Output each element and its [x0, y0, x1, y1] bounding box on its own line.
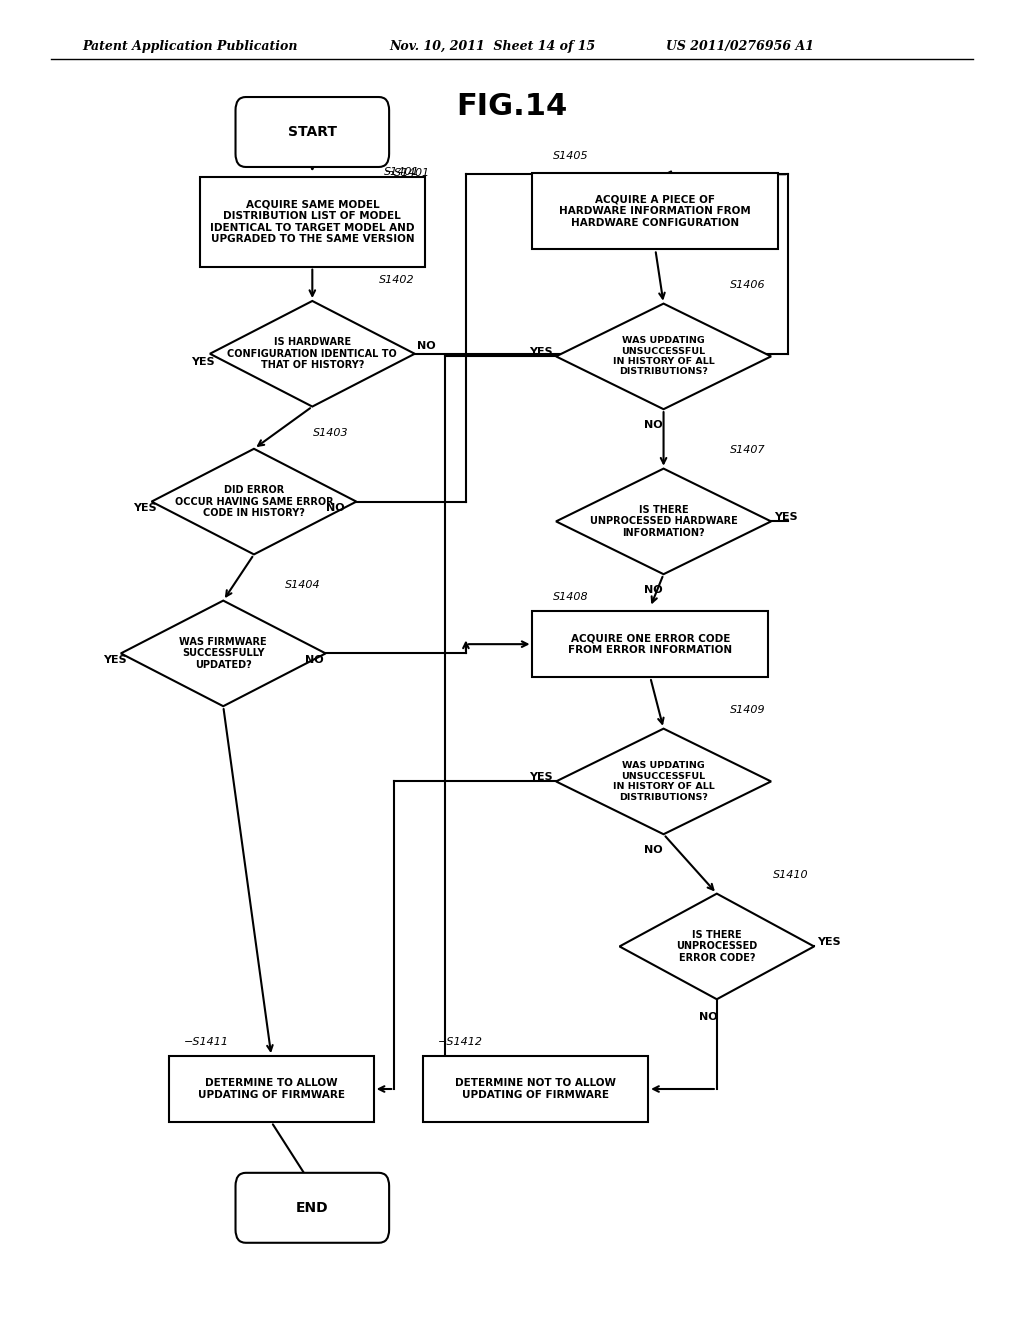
Text: YES: YES: [191, 356, 215, 367]
Text: NO: NO: [305, 655, 324, 665]
Text: NO: NO: [699, 1012, 718, 1023]
Text: IS THERE
UNPROCESSED
ERROR CODE?: IS THERE UNPROCESSED ERROR CODE?: [676, 929, 758, 964]
Text: NO: NO: [417, 341, 435, 351]
Text: YES: YES: [774, 512, 798, 523]
Text: YES: YES: [529, 772, 553, 783]
Text: Nov. 10, 2011  Sheet 14 of 15: Nov. 10, 2011 Sheet 14 of 15: [389, 40, 595, 53]
Polygon shape: [556, 304, 771, 409]
Text: S1406: S1406: [730, 280, 766, 290]
Text: END: END: [296, 1201, 329, 1214]
Text: S1407: S1407: [730, 445, 766, 455]
Text: DETERMINE TO ALLOW
UPDATING OF FIRMWARE: DETERMINE TO ALLOW UPDATING OF FIRMWARE: [198, 1078, 345, 1100]
Bar: [532, 611, 768, 677]
Text: ACQUIRE ONE ERROR CODE
FROM ERROR INFORMATION: ACQUIRE ONE ERROR CODE FROM ERROR INFORM…: [568, 634, 732, 655]
Text: NO: NO: [644, 585, 663, 595]
Polygon shape: [556, 469, 771, 574]
Text: ACQUIRE SAME MODEL
DISTRIBUTION LIST OF MODEL
IDENTICAL TO TARGET MODEL AND
UPGR: ACQUIRE SAME MODEL DISTRIBUTION LIST OF …: [210, 199, 415, 244]
Text: YES: YES: [133, 503, 157, 513]
Text: NO: NO: [644, 845, 663, 855]
Text: S1404: S1404: [285, 579, 321, 590]
Text: S1408: S1408: [553, 591, 589, 602]
Text: S1402: S1402: [379, 275, 415, 285]
Polygon shape: [121, 601, 326, 706]
Text: YES: YES: [103, 655, 127, 665]
Text: IS THERE
UNPROCESSED HARDWARE
INFORMATION?: IS THERE UNPROCESSED HARDWARE INFORMATIO…: [590, 504, 737, 539]
Bar: [200, 177, 425, 267]
Text: FIG.14: FIG.14: [457, 92, 567, 121]
Text: DETERMINE NOT TO ALLOW
UPDATING OF FIRMWARE: DETERMINE NOT TO ALLOW UPDATING OF FIRMW…: [455, 1078, 616, 1100]
Text: ACQUIRE A PIECE OF
HARDWARE INFORMATION FROM
HARDWARE CONFIGURATION: ACQUIRE A PIECE OF HARDWARE INFORMATION …: [559, 194, 752, 228]
Text: S1405: S1405: [553, 150, 589, 161]
Text: −S1412: −S1412: [438, 1036, 483, 1047]
FancyBboxPatch shape: [236, 1172, 389, 1243]
Text: NO: NO: [326, 503, 344, 513]
Text: NO: NO: [644, 420, 663, 430]
Text: WAS UPDATING
UNSUCCESSFUL
IN HISTORY OF ALL
DISTRIBUTIONS?: WAS UPDATING UNSUCCESSFUL IN HISTORY OF …: [612, 762, 715, 801]
Bar: [169, 1056, 374, 1122]
Polygon shape: [620, 894, 814, 999]
Text: IS HARDWARE
CONFIGURATION IDENTICAL TO
THAT OF HISTORY?: IS HARDWARE CONFIGURATION IDENTICAL TO T…: [227, 337, 397, 371]
Text: $\neg$S1401: $\neg$S1401: [384, 166, 429, 178]
Text: START: START: [288, 125, 337, 139]
Text: YES: YES: [817, 937, 841, 948]
Text: US 2011/0276956 A1: US 2011/0276956 A1: [666, 40, 814, 53]
Polygon shape: [210, 301, 415, 407]
Text: WAS UPDATING
UNSUCCESSFUL
IN HISTORY OF ALL
DISTRIBUTIONS?: WAS UPDATING UNSUCCESSFUL IN HISTORY OF …: [612, 337, 715, 376]
Text: Patent Application Publication: Patent Application Publication: [82, 40, 297, 53]
Text: −S1411: −S1411: [184, 1036, 229, 1047]
Bar: [532, 173, 778, 249]
Text: S1401: S1401: [384, 166, 420, 177]
Polygon shape: [556, 729, 771, 834]
Text: S1403: S1403: [313, 428, 349, 438]
Text: S1410: S1410: [773, 870, 809, 880]
Text: S1409: S1409: [730, 705, 766, 715]
Text: DID ERROR
OCCUR HAVING SAME ERROR
CODE IN HISTORY?: DID ERROR OCCUR HAVING SAME ERROR CODE I…: [175, 484, 333, 519]
Text: WAS FIRMWARE
SUCCESSFULLY
UPDATED?: WAS FIRMWARE SUCCESSFULLY UPDATED?: [179, 636, 267, 671]
FancyBboxPatch shape: [236, 96, 389, 168]
Text: YES: YES: [529, 347, 553, 358]
Bar: [423, 1056, 648, 1122]
Polygon shape: [152, 449, 356, 554]
